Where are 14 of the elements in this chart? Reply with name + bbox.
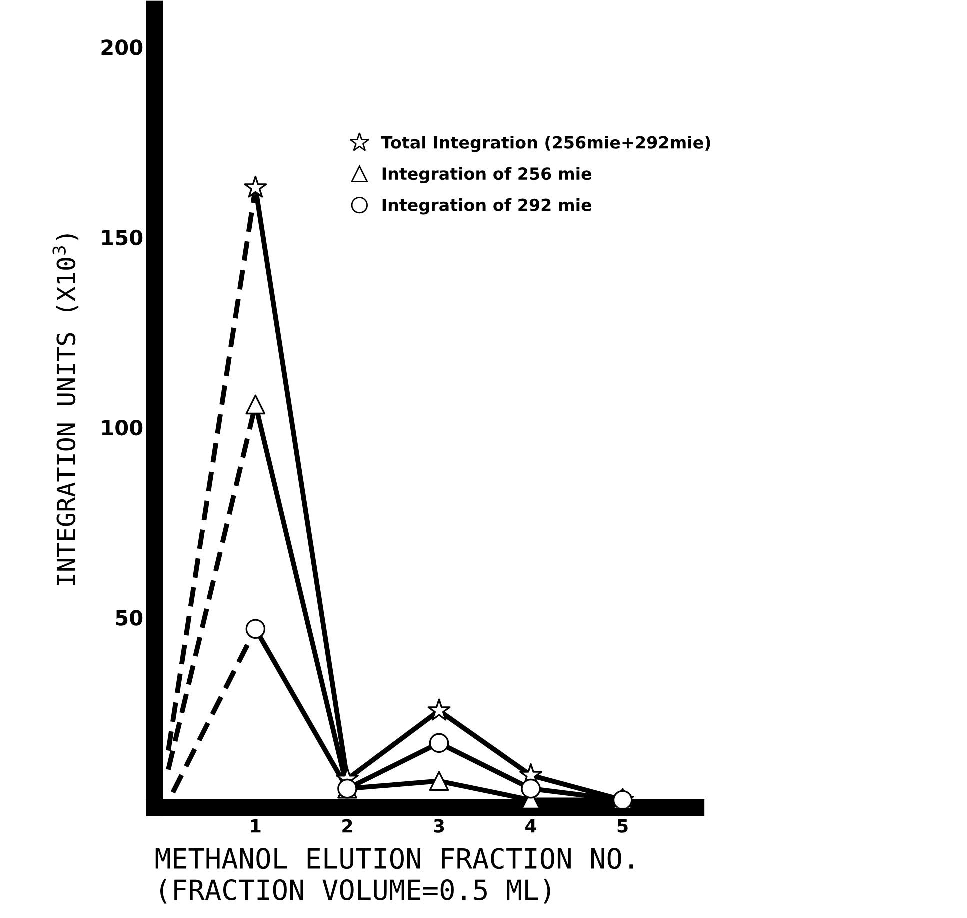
x-tick-label: 4 [526,820,536,833]
x-axis-title: METHANOL ELUTION FRACTION NO. (FRACTION VOLUME=0.5 ML) [156,848,634,904]
y-tick-label: 100 [102,420,143,436]
x-tick-label: 5 [618,820,628,833]
x-tick-label: 1 [251,820,261,833]
y-tick-label: 150 [102,230,143,246]
y-tick-label: 200 [102,40,143,56]
y-axis-title: INTEGRATION UNITS (X10$^{3}$) [52,234,79,586]
legend-label: Total Integration (256mie+292mie) [381,136,710,152]
x-tick-label: 3 [434,819,444,833]
legend-label: Integration of 292 mie [382,198,592,215]
legend-label: Integration of 256 mie [382,167,592,184]
y-tick-label: 50 [116,610,143,626]
x-tick-label: 2 [342,819,352,833]
